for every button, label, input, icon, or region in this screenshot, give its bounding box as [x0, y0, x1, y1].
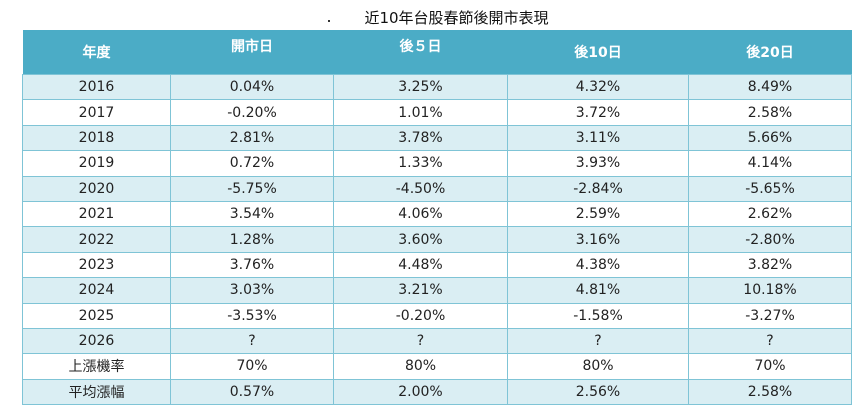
column-header: 後10日	[507, 30, 689, 75]
table-cell: 80%	[507, 353, 689, 380]
row-label: 2018	[22, 124, 171, 152]
header-row: 年度 開市日 後５日 後10日 後20日	[22, 30, 852, 75]
table-title: 近10年台股春節後開市表現	[364, 9, 549, 27]
table-cell: 4.48%	[333, 251, 508, 279]
table-cell: 2.81%	[170, 124, 334, 152]
table-cell: -5.75%	[170, 175, 334, 202]
table-cell: 70%	[170, 353, 334, 380]
table-cell: -0.20%	[170, 99, 334, 126]
table-cell: 1.01%	[333, 99, 508, 126]
table-cell: -3.53%	[170, 302, 334, 329]
row-label: 2021	[22, 200, 171, 228]
table-cell: 3.82%	[688, 251, 852, 279]
table-cell: 4.38%	[507, 251, 689, 279]
column-header: 後20日	[688, 30, 852, 75]
table-cell: -3.27%	[688, 302, 852, 329]
table-cell: 3.78%	[333, 124, 508, 152]
table-row: 2017 -0.20% 1.01% 3.72% 2.58%	[22, 99, 852, 126]
row-label: 2017	[22, 99, 171, 126]
table-row: 2021 3.54% 4.06% 2.59% 2.62%	[22, 200, 852, 228]
table-row: 2019 0.72% 1.33% 3.93% 4.14%	[22, 150, 852, 177]
table-cell: -0.20%	[333, 302, 508, 329]
table-cell: 3.72%	[507, 99, 689, 126]
table-row: 2024 3.03% 3.21% 4.81% 10.18%	[22, 277, 852, 304]
table-cell: 10.18%	[688, 277, 852, 304]
table-cell: ?	[507, 327, 689, 355]
table-cell: 2.58%	[688, 99, 852, 126]
row-label: 2024	[22, 277, 171, 304]
table-cell: 3.60%	[333, 226, 508, 253]
table-cell: -5.65%	[688, 175, 852, 202]
column-header: 後５日	[333, 30, 508, 75]
column-header: 年度	[22, 30, 171, 75]
table-row: 2026????	[22, 327, 852, 355]
table-cell: 2.62%	[688, 200, 852, 228]
table-cell: -4.50%	[333, 175, 508, 202]
table-cell: 2.58%	[688, 378, 852, 406]
table-cell: ?	[333, 327, 508, 355]
table-cell: 4.81%	[507, 277, 689, 304]
table-cell: 3.54%	[170, 200, 334, 228]
row-label: 上漲機率	[22, 353, 171, 380]
table-row: 2018 2.81% 3.78% 3.11% 5.66%	[22, 124, 852, 152]
row-label: 2020	[22, 175, 171, 202]
table-cell: -2.80%	[688, 226, 852, 253]
table-row: 2023 3.76% 4.48% 4.38% 3.82%	[22, 251, 852, 279]
row-label: 2026	[22, 327, 171, 355]
row-label: 2022	[22, 226, 171, 253]
performance-table: 年度 開市日 後５日 後10日 後20日 2016 0.04% 3.25% 4.32% 8.49…	[22, 30, 852, 406]
table-cell: 3.76%	[170, 251, 334, 279]
table-cell: ?	[688, 327, 852, 355]
table-cell: 3.21%	[333, 277, 508, 304]
table-cell: -1.58%	[507, 302, 689, 329]
column-header: 開市日	[170, 30, 334, 75]
row-label: 2016	[22, 73, 171, 101]
table-cell: 1.33%	[333, 150, 508, 177]
table-cell: 3.03%	[170, 277, 334, 304]
table-cell: 1.28%	[170, 226, 334, 253]
row-label: 2025	[22, 302, 171, 329]
table-cell: 2.59%	[507, 200, 689, 228]
table-cell: 0.57%	[170, 378, 334, 406]
decorative-dot	[328, 20, 330, 22]
table-row: 2025 -3.53% -0.20% -1.58% -3.27%	[22, 302, 852, 329]
table-cell: 80%	[333, 353, 508, 380]
table-cell: ?	[170, 327, 334, 355]
table-cell: 3.11%	[507, 124, 689, 152]
table-cell: 0.04%	[170, 73, 334, 101]
table-cell: -2.84%	[507, 175, 689, 202]
table-cell: 3.16%	[507, 226, 689, 253]
table-cell: 0.72%	[170, 150, 334, 177]
table-row: 平均漲幅 0.57% 2.00% 2.56% 2.58%	[22, 378, 852, 406]
table-cell: 3.93%	[507, 150, 689, 177]
table-cell: 4.32%	[507, 73, 689, 101]
row-label: 2019	[22, 150, 171, 177]
row-label: 2023	[22, 251, 171, 279]
table-cell: 8.49%	[688, 73, 852, 101]
row-label: 平均漲幅	[22, 378, 171, 406]
table-cell: 2.56%	[507, 378, 689, 406]
table-row: 2016 0.04% 3.25% 4.32% 8.49%	[22, 73, 852, 101]
table-cell: 4.14%	[688, 150, 852, 177]
table-cell: 4.06%	[333, 200, 508, 228]
table-cell: 3.25%	[333, 73, 508, 101]
table-cell: 5.66%	[688, 124, 852, 152]
table-cell: 2.00%	[333, 378, 508, 406]
table-row: 上漲機率 70% 80% 80% 70%	[22, 353, 852, 380]
table-cell: 70%	[688, 353, 852, 380]
table-row: 2022 1.28% 3.60% 3.16% -2.80%	[22, 226, 852, 253]
table-row: 2020 -5.75% -4.50% -2.84% -5.65%	[22, 175, 852, 202]
